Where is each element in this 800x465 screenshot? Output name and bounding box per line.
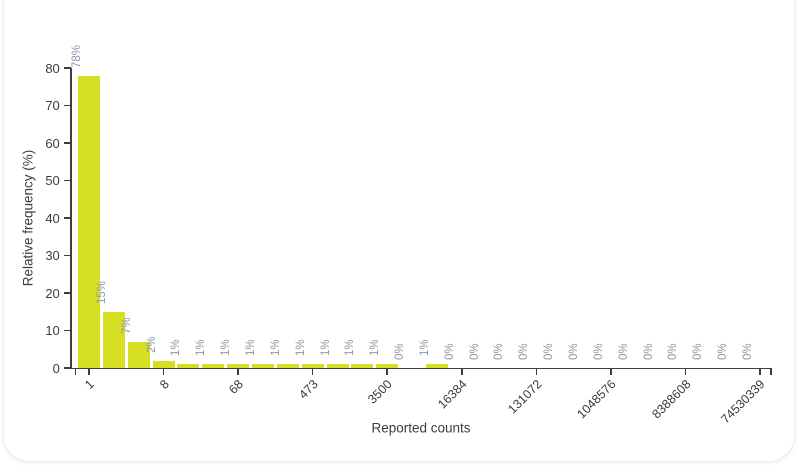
bar — [351, 364, 374, 368]
x-axis-line — [69, 367, 772, 370]
y-axis-tick — [63, 329, 71, 332]
bar-value-label: 1% — [269, 339, 282, 357]
bar-value-label: 0% — [717, 343, 730, 360]
bar-value-label: 0% — [642, 343, 655, 360]
y-axis-tick — [63, 217, 71, 219]
x-axis-tick — [460, 368, 463, 375]
y-axis-title: Relative frequency (%) — [20, 149, 36, 287]
x-axis-tick — [162, 368, 165, 375]
y-tick-label: 40 — [45, 210, 60, 226]
bar-value-label: 0% — [394, 343, 407, 360]
bar-value-label: 1% — [220, 339, 233, 357]
y-axis-tick — [63, 67, 71, 69]
y-tick-label: 10 — [45, 323, 60, 338]
bar — [301, 364, 324, 368]
x-tick-label: 1 — [82, 377, 97, 392]
y-tick-label: 0 — [52, 360, 60, 376]
bar-value-label: 1% — [344, 339, 357, 357]
bar-value-label: 0% — [741, 343, 754, 360]
bar-value-label: 1% — [170, 339, 183, 357]
x-axis-tick — [684, 368, 687, 375]
x-tick-label: 3500 — [365, 377, 396, 407]
y-tick-label: 60 — [45, 135, 60, 151]
bar — [276, 364, 299, 368]
x-axis-tick — [610, 368, 612, 375]
bar-value-label: 0% — [667, 343, 680, 360]
y-axis-tick — [63, 254, 71, 257]
bar-value-label: 78% — [71, 44, 83, 68]
bar-value-label: 1% — [319, 339, 332, 357]
bar-value-label: 1% — [195, 339, 208, 357]
x-tick-label: 16384 — [435, 377, 470, 412]
x-axis-tick — [535, 368, 538, 375]
y-tick-label: 20 — [45, 285, 60, 301]
x-tick-label: 131072 — [504, 377, 545, 417]
bar — [251, 364, 274, 368]
bar-value-label: 0% — [617, 343, 630, 360]
bar-value-label: 2% — [145, 335, 158, 353]
x-axis-tick — [88, 368, 90, 375]
bar-value-label: 7% — [120, 317, 133, 334]
bar — [227, 364, 250, 368]
y-axis-tick — [63, 179, 71, 182]
bar-value-label: 0% — [568, 343, 580, 360]
bar-value-label: 1% — [294, 339, 307, 357]
bar-value-label: 0% — [518, 343, 531, 360]
bar — [102, 311, 125, 368]
x-tick-label: 8 — [156, 377, 172, 392]
y-axis-tick — [63, 104, 71, 107]
bar — [425, 364, 448, 368]
bar — [152, 360, 175, 368]
x-axis-end-tick — [770, 368, 772, 375]
x-tick-label: 1048576 — [574, 377, 619, 422]
bar-value-label: 0% — [543, 343, 556, 360]
bar-value-label: 1% — [369, 339, 382, 357]
bar — [177, 364, 200, 368]
x-axis-tick — [237, 368, 239, 375]
chart-card — [3, 0, 795, 462]
bar — [127, 341, 150, 368]
bar — [78, 75, 100, 368]
bar — [376, 364, 399, 368]
y-axis-tick — [63, 142, 71, 144]
bar-value-label: 1% — [418, 339, 431, 357]
bar-value-label: 1% — [244, 339, 257, 357]
bar-value-label: 0% — [443, 343, 456, 360]
bar — [202, 364, 225, 368]
x-tick-label: 8388608 — [649, 377, 694, 422]
x-tick-label: 473 — [295, 377, 321, 402]
x-axis-tick — [386, 368, 388, 375]
x-tick-label: 74530339 — [718, 377, 768, 427]
x-axis-end-tick — [74, 368, 77, 375]
y-tick-label: 80 — [45, 60, 60, 76]
bar — [326, 364, 349, 368]
y-axis-tick — [63, 292, 71, 294]
x-axis-title: Reported counts — [371, 420, 471, 436]
y-axis-tick — [63, 367, 71, 369]
y-tick-label: 50 — [45, 173, 60, 188]
bar-value-label: 15% — [95, 280, 108, 304]
bar-value-label: 0% — [692, 343, 705, 360]
x-axis-tick — [311, 368, 314, 375]
x-axis-tick — [759, 368, 761, 375]
bar-value-label: 0% — [468, 343, 481, 360]
x-tick-label: 68 — [226, 377, 247, 397]
y-axis-line — [70, 68, 72, 369]
bar-value-label: 0% — [493, 343, 506, 360]
y-tick-label: 70 — [45, 98, 60, 113]
bar-value-label: 0% — [592, 343, 605, 360]
y-tick-label: 30 — [45, 248, 60, 263]
